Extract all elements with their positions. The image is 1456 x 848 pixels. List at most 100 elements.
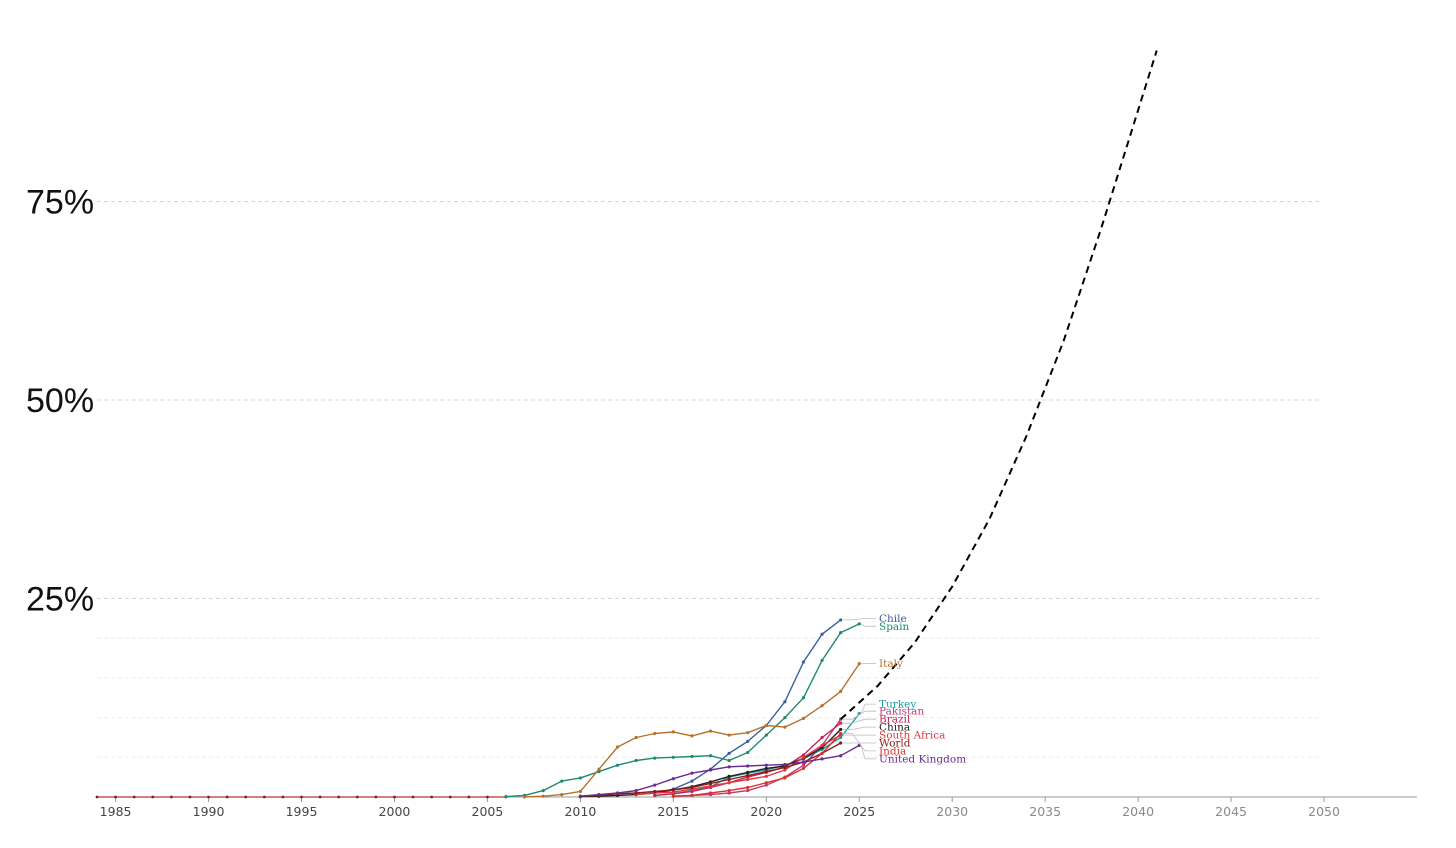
series-point-united-kingdom-2015 (671, 777, 675, 781)
x-tick-label-2020: 2020 (750, 804, 782, 819)
baseline-point-2000 (393, 795, 396, 799)
x-axis (97, 796, 1417, 802)
x-tick-label-2035: 2035 (1029, 804, 1061, 819)
y-tick-label-25: 25% (26, 581, 94, 619)
series-point-chile-2023 (820, 632, 824, 636)
series-point-italy-2015 (671, 730, 675, 734)
x-tick-label-2000: 2000 (379, 804, 411, 819)
series-line-south-africa (636, 734, 842, 796)
series-point-italy-2009 (560, 793, 564, 797)
series-point-united-kingdom-2014 (653, 783, 657, 787)
series-point-italy-2008 (541, 794, 545, 798)
series-point-pakistan-2018 (727, 791, 731, 795)
series-point-world-2018 (727, 777, 731, 782)
baseline-point-2001 (411, 795, 415, 799)
series-point-italy-2011 (597, 767, 601, 771)
series-point-south-africa-2022 (801, 755, 806, 759)
y-axis-tick-labels: 25% 50% 75% (26, 184, 94, 619)
series-point-south-africa-2023 (820, 743, 824, 747)
series-label-turkey: Turkey (879, 699, 916, 711)
series-point-world-2016 (690, 785, 694, 790)
series-point-south-africa-2021 (783, 768, 787, 772)
x-tick-label-1990: 1990 (193, 804, 225, 819)
series-point-india-2022 (801, 766, 806, 771)
series-point-united-kingdom-2022 (801, 760, 806, 764)
series-point-spain-2017 (708, 754, 713, 758)
series-point-spain-2023 (820, 658, 824, 663)
x-tick-label-2045: 2045 (1215, 804, 1247, 819)
baseline-point-1987 (151, 795, 155, 799)
series-label-chile: Chile (879, 613, 907, 625)
series-point-spain-2020 (764, 733, 768, 737)
series-point-brazil-2023 (820, 735, 824, 740)
series-point-india-2015 (671, 794, 675, 798)
series-point-spain-2006 (504, 795, 508, 799)
series-line-united-kingdom (580, 744, 860, 797)
series-point-spain-2010 (578, 776, 582, 780)
series-point-india-2017 (708, 791, 713, 795)
baseline-point-1986 (132, 795, 136, 799)
series-point-world-2015 (671, 788, 675, 792)
x-tick-label-2050: 2050 (1308, 804, 1340, 819)
series-point-italy-2025 (857, 662, 861, 666)
x-tick-label-2015: 2015 (657, 804, 689, 819)
series-point-india-2024 (839, 731, 843, 736)
series-point-italy-2018 (727, 733, 731, 737)
series-point-india-2016 (690, 793, 694, 798)
label-connector-turkey (860, 703, 876, 714)
series-point-india-2023 (820, 751, 824, 755)
x-tick-label-1985: 1985 (100, 804, 132, 819)
gridlines (97, 201, 1320, 758)
series-point-india-2018 (727, 789, 731, 793)
series-point-turkey-2024 (839, 735, 843, 740)
series-point-united-kingdom-2023 (820, 757, 824, 761)
baseline-point-2005 (486, 795, 489, 799)
series-label-china: China (879, 722, 910, 734)
series-point-india-2020 (764, 781, 768, 785)
y-tick-label-75: 75% (26, 184, 94, 222)
baseline-point-1988 (169, 795, 173, 799)
series-point-world-2017 (708, 781, 713, 786)
series-point-world-2021 (783, 766, 787, 770)
series-point-chile-2019 (746, 739, 750, 744)
series-point-chile-2016 (690, 779, 694, 783)
baseline-point-2003 (448, 795, 452, 799)
series-point-world-2013 (634, 791, 638, 795)
series-point-italy-2022 (801, 716, 806, 720)
series-point-chile-2024 (839, 618, 843, 622)
x-axis-tick-labels: 1985 1990 1995 2000 2005 2010 2015 2020 2025 2030… (100, 804, 1340, 819)
series-point-india-2021 (783, 776, 787, 780)
series-label-south-africa: South Africa (879, 730, 945, 742)
series-label-pakistan: Pakistan (879, 706, 924, 718)
series-label-united-kingdom: United Kingdom (879, 753, 966, 765)
x-tick-label-2005: 2005 (472, 804, 504, 819)
baseline-point-1990 (207, 795, 210, 799)
series-point-spain-2013 (634, 758, 638, 763)
series-point-spain-2019 (746, 750, 750, 755)
baseline-point-2004 (467, 795, 471, 799)
baseline-point-1989 (188, 795, 192, 799)
series-point-china-2019 (746, 770, 750, 774)
baseline-point-2002 (430, 795, 434, 799)
series-point-italy-2023 (820, 704, 824, 708)
series-point-south-africa-2015 (671, 790, 675, 794)
series-point-world-2019 (746, 773, 750, 778)
series-point-italy-2014 (653, 731, 657, 736)
series-point-italy-2019 (746, 731, 750, 735)
series-point-china-2018 (727, 774, 731, 778)
series-point-united-kingdom-2019 (746, 764, 750, 768)
series-point-italy-2013 (634, 735, 638, 740)
baseline-point-1985 (114, 795, 117, 799)
series-point-pakistan-2020 (764, 783, 768, 787)
series-point-world-2020 (764, 769, 768, 774)
series-point-italy-2021 (783, 725, 787, 729)
label-connector-pakistan (842, 710, 876, 720)
series-point-united-kingdom-2013 (634, 789, 638, 793)
series-point-spain-2008 (541, 789, 545, 793)
series-point-italy-2012 (615, 745, 620, 749)
series-point-united-kingdom-2016 (690, 771, 694, 775)
baseline-point-1995 (300, 795, 303, 799)
series-point-chile-2021 (783, 700, 787, 704)
